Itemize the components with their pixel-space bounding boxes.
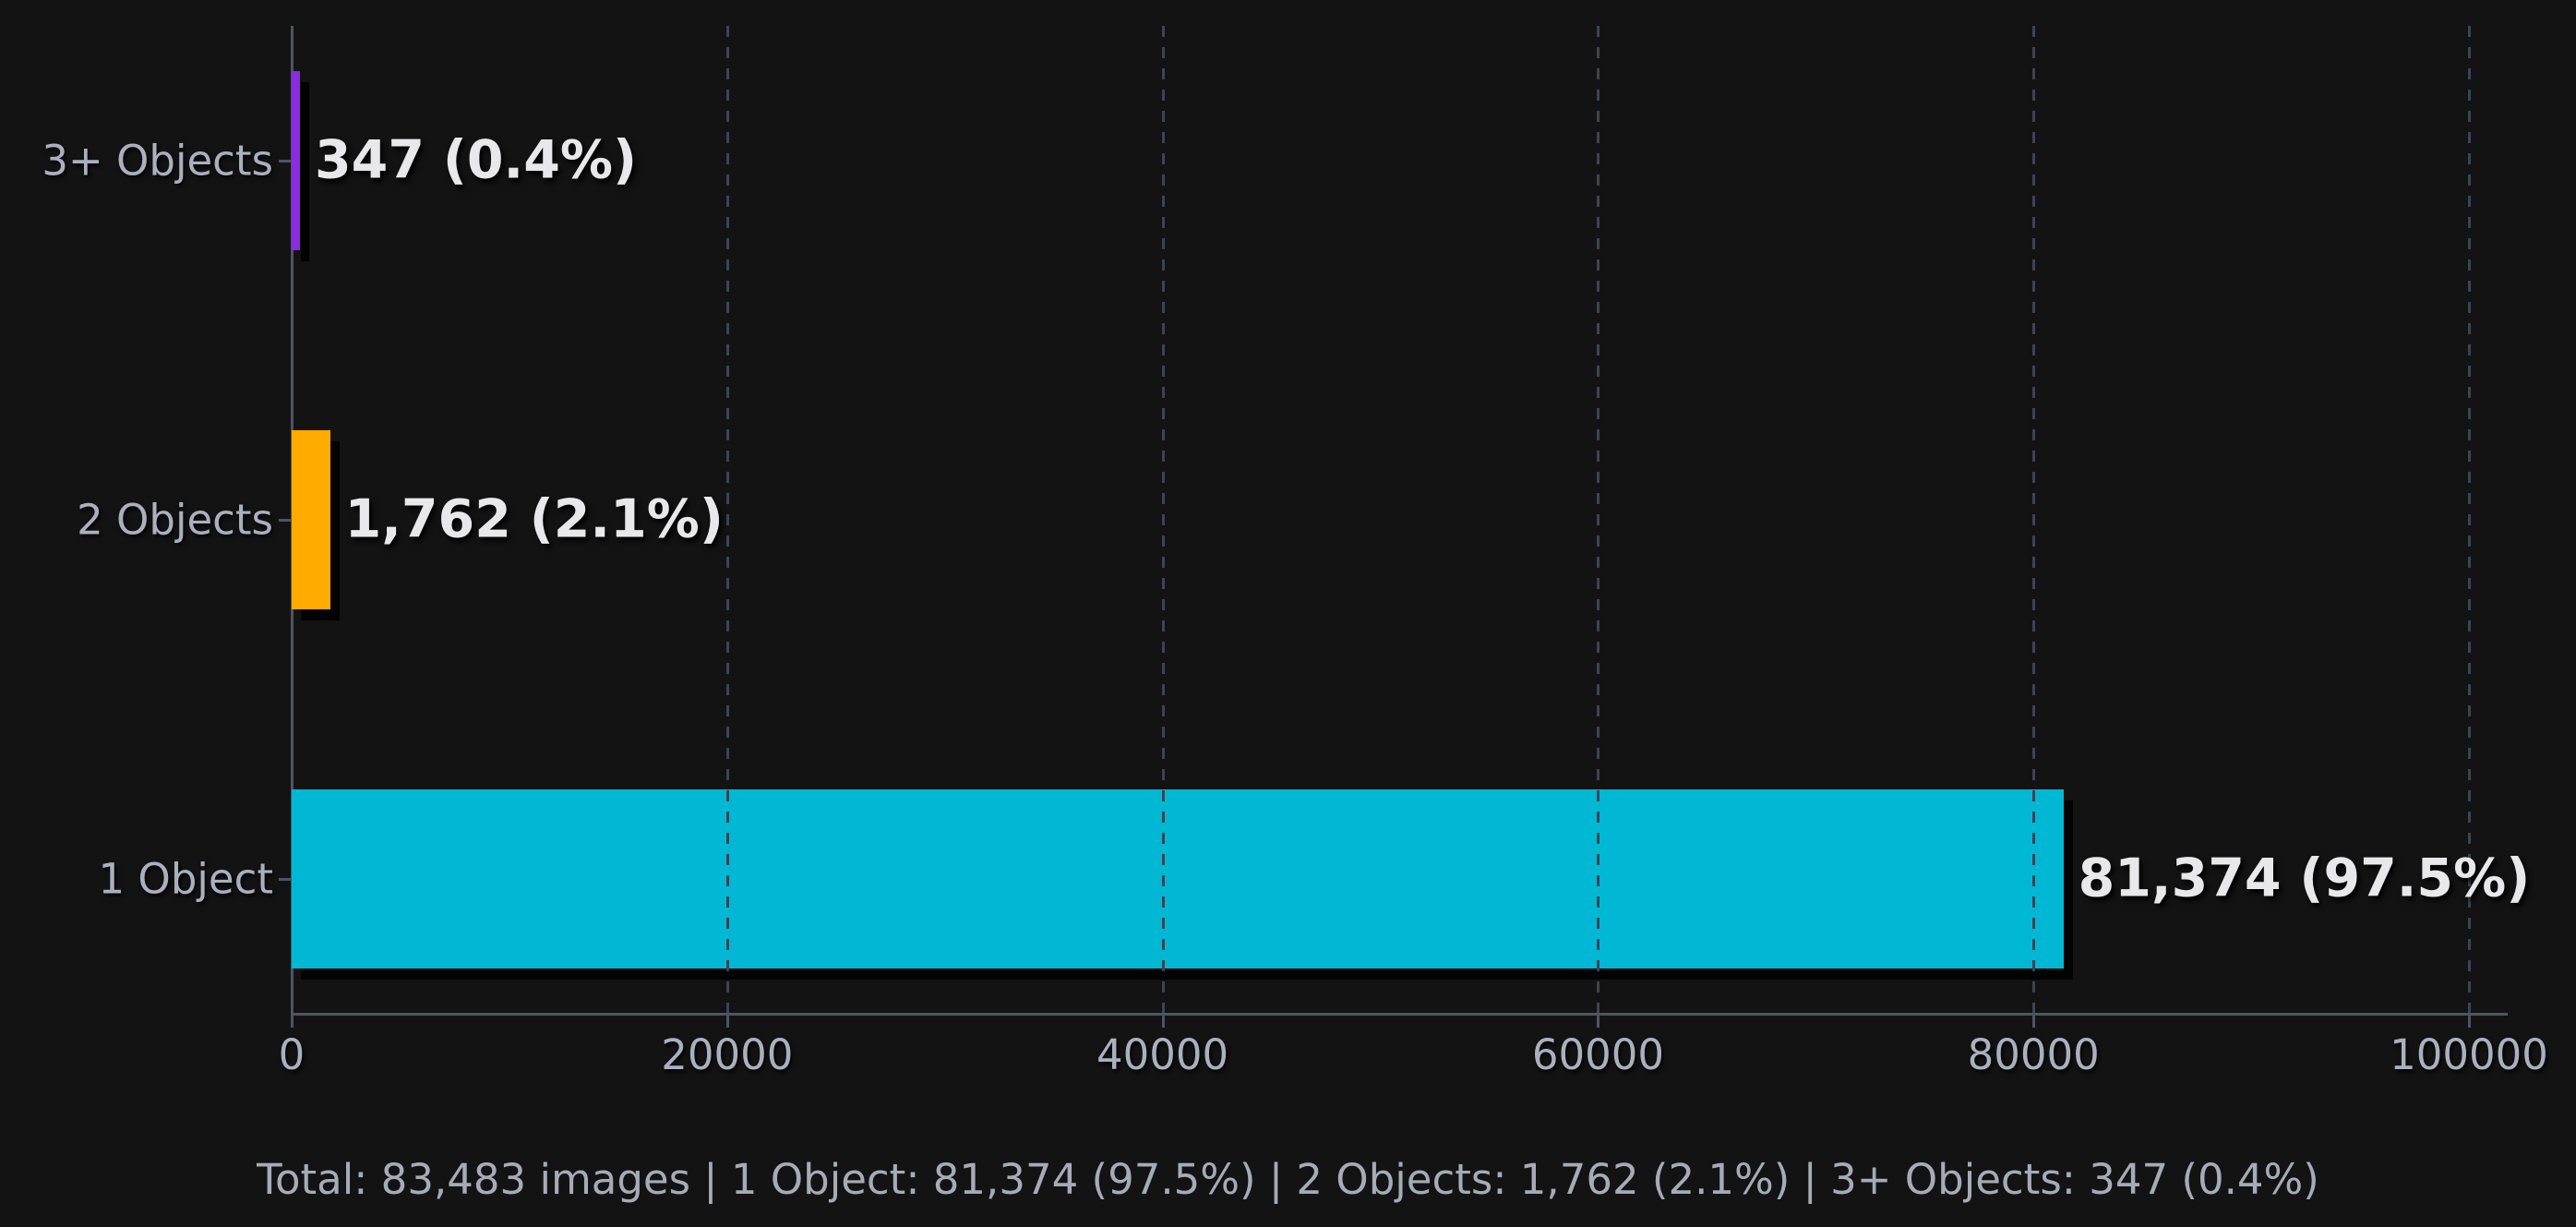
bar-value-label: 347 (0.4%) (315, 129, 638, 191)
bar-1-object (292, 789, 2064, 968)
x-tick-label: 20000 (661, 1030, 794, 1079)
x-tick-label: 40000 (1096, 1030, 1229, 1079)
bar-value-label: 1,762 (2.1%) (344, 488, 724, 550)
y-tick-mark (279, 878, 292, 881)
summary-footer: Total: 83,483 images | 1 Object: 81,374 … (257, 1155, 2319, 1204)
gridline-x-20000 (725, 26, 729, 1013)
x-tick-label: 60000 (1531, 1030, 1664, 1079)
x-axis-spine (291, 1013, 2508, 1016)
y-tick-mark (279, 160, 292, 162)
bar-value-label: 81,374 (97.5%) (2078, 848, 2531, 909)
bar-3-objects (292, 71, 300, 250)
gridline-x-80000 (2032, 26, 2036, 1013)
x-tick-label: 100000 (2390, 1030, 2548, 1079)
gridline-x-40000 (1161, 26, 1165, 1013)
y-axis-label: 2 Objects (77, 495, 273, 545)
x-tick-mark (2468, 1013, 2471, 1028)
gridline-x-60000 (1597, 26, 1600, 1013)
x-tick-mark (1161, 1013, 1165, 1028)
x-tick-mark (1597, 1013, 1600, 1028)
x-tick-label: 0 (278, 1030, 306, 1079)
y-axis-label: 1 Object (98, 854, 274, 904)
x-tick-mark (2032, 1013, 2036, 1028)
gridline-x-100000 (2468, 26, 2471, 1013)
y-tick-mark (279, 519, 292, 522)
y-axis-label: 3+ Objects (42, 136, 273, 186)
x-tick-label: 80000 (1967, 1030, 2100, 1079)
x-tick-mark (291, 1013, 294, 1028)
bar-2-objects (292, 430, 330, 609)
x-tick-mark (725, 1013, 729, 1028)
